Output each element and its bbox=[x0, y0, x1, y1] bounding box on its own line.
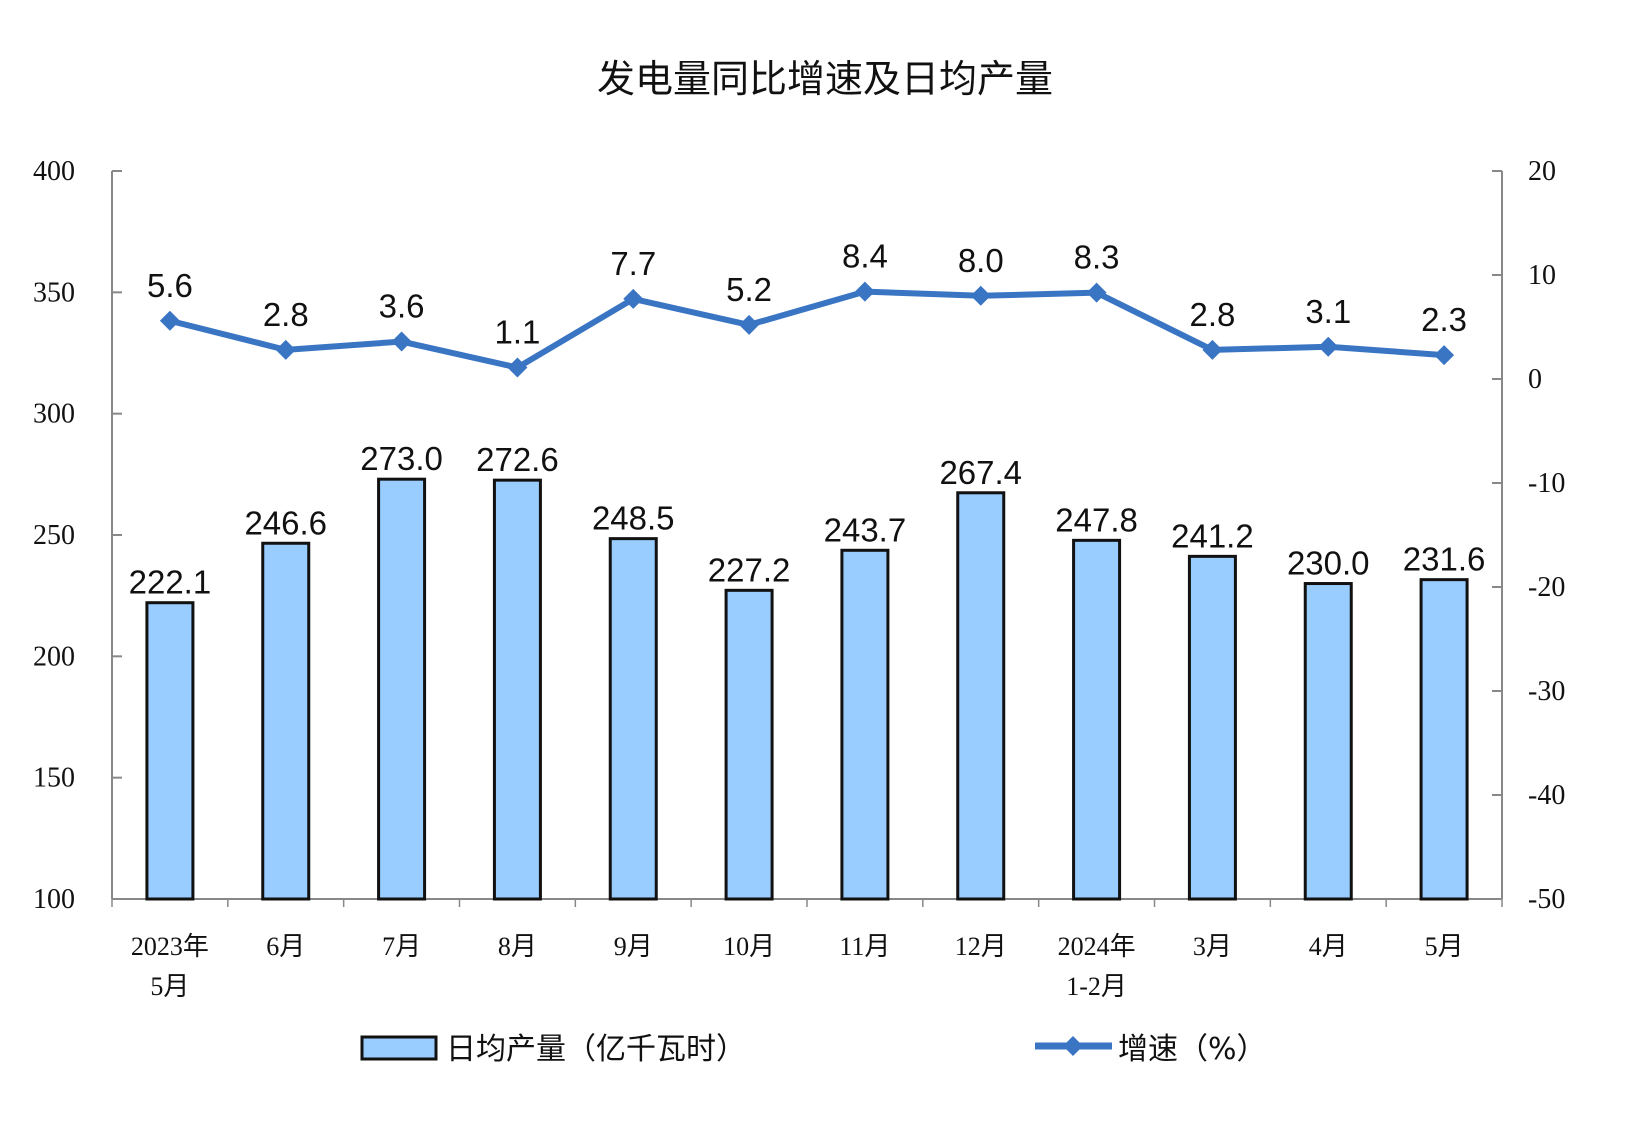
line-marker bbox=[854, 281, 875, 302]
left-tick-label: 400 bbox=[33, 156, 75, 187]
bar-data-label: 267.4 bbox=[939, 454, 1022, 491]
bar-data-label: 222.1 bbox=[129, 564, 212, 601]
category-label: 1-2月 bbox=[1066, 972, 1127, 1001]
right-tick-label: 0 bbox=[1528, 364, 1542, 395]
line-data-label: 2.3 bbox=[1421, 301, 1467, 338]
bar bbox=[1303, 582, 1353, 901]
bar bbox=[1187, 554, 1237, 901]
line-data-label: 2.8 bbox=[1189, 296, 1235, 333]
right-tick-label: -20 bbox=[1528, 572, 1565, 603]
category-label: 2024年 bbox=[1058, 932, 1136, 961]
category-label: 5月 bbox=[1425, 932, 1464, 961]
line-marker bbox=[507, 357, 528, 378]
line-marker bbox=[1318, 336, 1339, 357]
bar bbox=[1072, 538, 1122, 901]
left-tick-label: 250 bbox=[33, 520, 75, 551]
right-tick-label: -50 bbox=[1528, 884, 1565, 915]
right-tick-label: 20 bbox=[1528, 156, 1556, 187]
legend-line-marker bbox=[1063, 1036, 1083, 1056]
line-marker bbox=[739, 314, 760, 335]
left-tick-label: 100 bbox=[33, 884, 75, 915]
line-data-label: 3.1 bbox=[1305, 293, 1351, 330]
category-label: 4月 bbox=[1309, 932, 1348, 961]
chart-title: 发电量同比增速及日均产量 bbox=[596, 57, 1053, 101]
category-label: 7月 bbox=[382, 932, 421, 961]
left-tick-label: 350 bbox=[33, 277, 75, 308]
line-data-label: 8.3 bbox=[1074, 239, 1120, 276]
category-label: 6月 bbox=[266, 932, 305, 961]
bar bbox=[840, 548, 890, 901]
bar-data-label: 230.0 bbox=[1287, 545, 1370, 582]
line-marker bbox=[970, 285, 991, 306]
line-marker bbox=[159, 310, 180, 331]
bar bbox=[145, 601, 195, 901]
line-marker bbox=[1202, 339, 1223, 360]
bar-data-label: 272.6 bbox=[476, 441, 559, 478]
bar bbox=[492, 478, 542, 901]
line-marker bbox=[275, 339, 296, 360]
left-tick-label: 300 bbox=[33, 399, 75, 430]
line-data-label: 8.4 bbox=[842, 238, 888, 275]
bar-data-label: 248.5 bbox=[592, 500, 675, 537]
line-data-label: 2.8 bbox=[263, 296, 309, 333]
category-label: 11月 bbox=[839, 932, 890, 961]
bar bbox=[1419, 578, 1469, 901]
line-data-label: 5.2 bbox=[726, 271, 772, 308]
category-label: 12月 bbox=[955, 932, 1007, 961]
line-data-label: 1.1 bbox=[494, 314, 540, 351]
legend-bar-label: 日均产量（亿千瓦时） bbox=[446, 1032, 746, 1067]
category-label: 10月 bbox=[723, 932, 775, 961]
line-marker bbox=[623, 288, 644, 309]
line-data-label: 8.0 bbox=[958, 242, 1004, 279]
left-tick-label: 150 bbox=[33, 763, 75, 794]
growth-line bbox=[169, 288, 1445, 371]
line-data-label: 7.7 bbox=[610, 245, 656, 282]
line-marker bbox=[391, 331, 412, 352]
category-label: 5月 bbox=[150, 972, 189, 1001]
bar bbox=[956, 491, 1006, 901]
category-label: 3月 bbox=[1193, 932, 1232, 961]
bar bbox=[261, 541, 311, 901]
right-tick-label: -10 bbox=[1528, 468, 1565, 499]
right-tick-label: -40 bbox=[1528, 780, 1565, 811]
bar-data-label: 273.0 bbox=[360, 440, 443, 477]
left-tick-label: 200 bbox=[33, 641, 75, 672]
right-tick-label: -30 bbox=[1528, 676, 1565, 707]
bar bbox=[377, 477, 427, 901]
bar-data-label: 243.7 bbox=[824, 511, 907, 548]
bar-data-label: 241.2 bbox=[1171, 517, 1254, 554]
line-marker bbox=[1086, 282, 1107, 303]
bar-data-label: 247.8 bbox=[1055, 501, 1138, 538]
right-tick-label: 10 bbox=[1528, 260, 1556, 291]
bar bbox=[724, 588, 774, 901]
line-data-label: 5.6 bbox=[147, 267, 193, 304]
bar-data-label: 227.2 bbox=[708, 551, 791, 588]
category-label: 9月 bbox=[614, 932, 653, 961]
legend-line-label: 增速（%） bbox=[1118, 1032, 1267, 1067]
line-marker bbox=[1434, 345, 1455, 366]
line-data-label: 3.6 bbox=[379, 288, 425, 325]
bar-data-label: 246.6 bbox=[244, 504, 327, 541]
bar-data-label: 231.6 bbox=[1403, 541, 1486, 578]
bar bbox=[608, 537, 658, 901]
legend-bar-swatch bbox=[360, 1035, 438, 1061]
category-label: 8月 bbox=[498, 932, 537, 961]
category-label: 2023年 bbox=[131, 932, 209, 961]
